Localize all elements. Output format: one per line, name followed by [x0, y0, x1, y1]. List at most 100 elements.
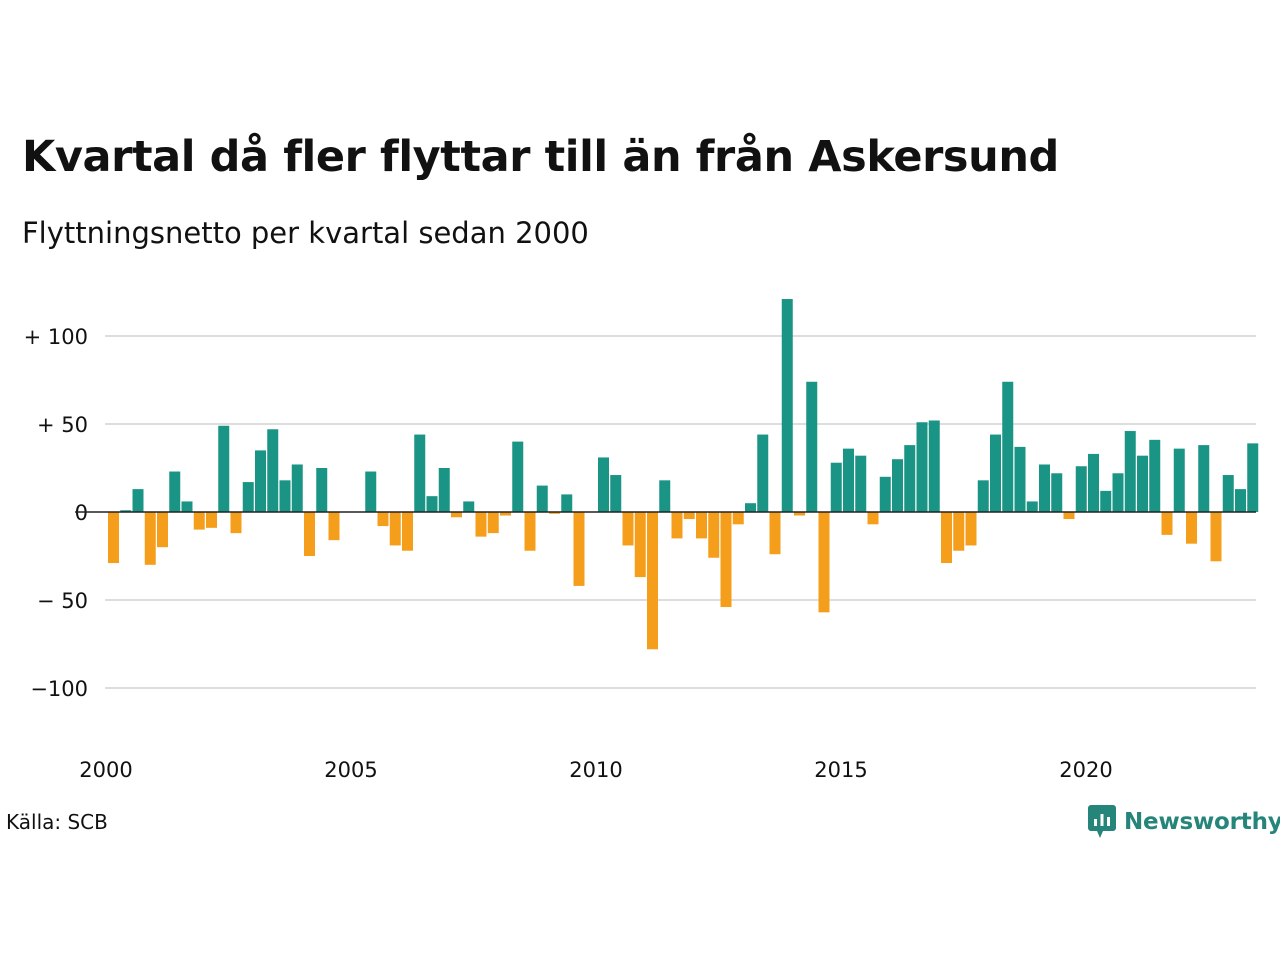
bar	[892, 459, 903, 512]
bar	[1210, 512, 1222, 562]
bar	[463, 501, 475, 512]
bar	[561, 494, 573, 512]
y-tick-label: + 100	[24, 325, 88, 349]
bar	[843, 448, 854, 512]
y-tick-label: + 50	[37, 413, 88, 437]
bar	[279, 480, 291, 512]
bar	[904, 445, 916, 512]
bar	[549, 512, 560, 514]
bar	[1014, 446, 1026, 512]
y-tick-label: 0	[75, 501, 88, 525]
bar	[144, 512, 156, 565]
bar	[255, 450, 266, 512]
bar	[451, 512, 462, 518]
bar	[1235, 489, 1246, 512]
x-axis-tick-labels: 2000 2005 2010 2015 2020	[79, 758, 1112, 782]
bar	[977, 480, 989, 512]
bar	[267, 429, 279, 512]
bar	[769, 512, 781, 555]
bar	[757, 434, 769, 512]
source-note: Källa: SCB	[6, 810, 108, 834]
y-tick-label: −100	[30, 677, 88, 701]
bar	[1051, 473, 1063, 512]
bar	[1039, 464, 1050, 512]
bar	[634, 512, 646, 578]
bar	[1161, 512, 1173, 535]
bar	[1186, 512, 1197, 544]
bar	[928, 420, 940, 512]
bars	[108, 299, 1259, 650]
bar	[1002, 381, 1014, 512]
bar	[818, 512, 830, 613]
bar	[781, 299, 793, 512]
chart-title: Kvartal då fler flyttar till än från Ask…	[22, 132, 1059, 182]
bar	[965, 512, 977, 546]
x-tick-label: 2015	[814, 758, 867, 782]
bar	[720, 512, 732, 608]
bar	[1088, 453, 1099, 512]
x-tick-label: 2000	[79, 758, 132, 782]
bar	[487, 512, 499, 534]
bar	[1112, 473, 1124, 512]
bar	[291, 464, 303, 512]
bar	[573, 512, 585, 586]
bar	[157, 512, 168, 548]
bar	[1173, 448, 1185, 512]
bar	[598, 457, 609, 512]
chart-subtitle: Flyttningsnetto per kvartal sedan 2000	[22, 216, 589, 250]
newsworthy-logo-icon	[1088, 805, 1116, 838]
bar	[512, 441, 524, 512]
bar	[1026, 501, 1038, 512]
bar	[304, 512, 315, 556]
bar	[218, 425, 230, 512]
bar	[181, 501, 193, 512]
bar	[990, 434, 1001, 512]
bar	[1149, 439, 1161, 512]
x-tick-label: 2005	[324, 758, 377, 782]
bar	[806, 381, 818, 512]
bar	[377, 512, 389, 527]
bar	[193, 512, 205, 530]
bar	[683, 512, 695, 520]
bar	[230, 512, 242, 534]
bar	[622, 512, 634, 546]
bar	[1137, 455, 1148, 512]
bar	[708, 512, 720, 558]
bar	[916, 422, 928, 512]
newsworthy-logo-text: Newsworthy	[1124, 809, 1280, 835]
bar	[120, 510, 132, 512]
bar	[1075, 466, 1087, 512]
bar	[242, 482, 254, 512]
bar	[610, 475, 622, 512]
bar	[389, 512, 401, 546]
newsworthy-logo[interactable]: Newsworthy	[1088, 805, 1280, 839]
bar	[855, 455, 867, 512]
bar	[206, 512, 217, 528]
bar	[316, 468, 328, 512]
y-tick-label: − 50	[37, 589, 88, 613]
bar	[1063, 512, 1075, 520]
bar	[732, 512, 744, 525]
bar	[879, 476, 891, 512]
bar	[1100, 490, 1112, 512]
y-axis-tick-labels: + 100 + 50 0 − 50 −100	[24, 325, 88, 701]
bar	[1247, 443, 1259, 512]
bar	[500, 512, 511, 516]
bar	[328, 512, 340, 541]
bar	[671, 512, 683, 539]
bar	[1124, 431, 1136, 512]
bar	[169, 471, 181, 512]
x-tick-label: 2010	[569, 758, 622, 782]
bar	[365, 471, 377, 512]
bar	[426, 496, 438, 512]
bar	[438, 468, 450, 512]
bar	[830, 462, 842, 512]
bar	[475, 512, 487, 537]
bar	[414, 434, 426, 512]
bar	[794, 512, 805, 516]
bar	[941, 512, 952, 564]
bar	[867, 512, 879, 525]
bar	[647, 512, 658, 650]
x-tick-label: 2020	[1059, 758, 1112, 782]
